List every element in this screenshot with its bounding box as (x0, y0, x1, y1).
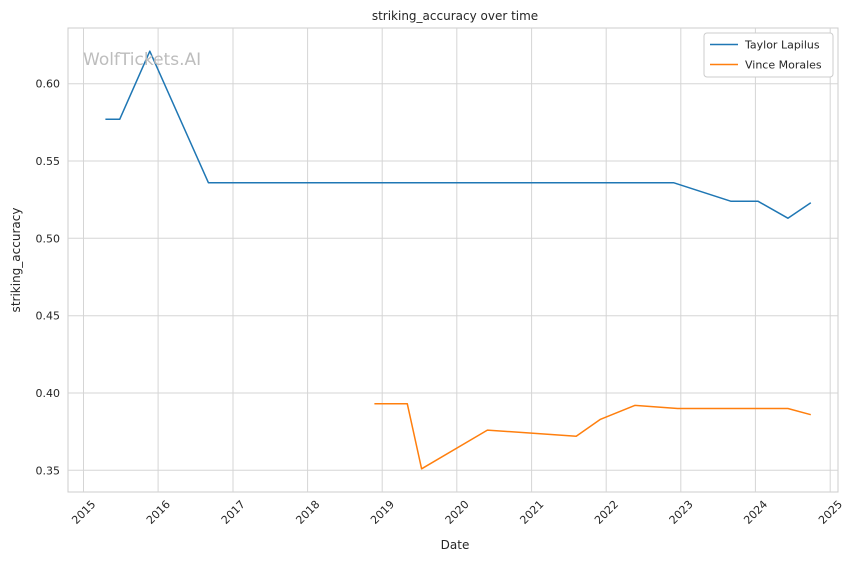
y-tick-label: 0.45 (36, 310, 61, 323)
x-tick-label: 2020 (443, 498, 472, 527)
gridlines (68, 28, 838, 492)
series-lines (105, 50, 812, 470)
x-tick-label: 2023 (667, 498, 696, 527)
x-tick-label: 2025 (816, 498, 845, 527)
watermark-text: WolfTickets.AI (83, 50, 201, 70)
y-tick-label: 0.35 (36, 464, 61, 477)
x-tick-label: 2024 (741, 498, 770, 527)
legend-label-taylor-lapilus: Taylor Lapilus (744, 39, 820, 52)
legend: Taylor Lapilus Vince Morales (703, 32, 834, 78)
x-tick-label: 2019 (368, 498, 397, 527)
plot-area (67, 27, 839, 493)
series-line-vince-morales (374, 403, 811, 470)
x-axis-title: Date (441, 538, 470, 552)
x-tick-label: 2016 (144, 498, 173, 527)
y-tick-label: 0.40 (36, 387, 61, 400)
x-tick-label: 2021 (517, 498, 546, 527)
y-axis-title: striking_accuracy (9, 208, 23, 313)
legend-label-vince-morales: Vince Morales (745, 59, 822, 72)
chart-title: striking_accuracy over time (372, 9, 538, 23)
y-tick-label: 0.50 (36, 232, 61, 245)
y-axis-ticks: 0.35 0.40 0.45 0.50 0.55 0.60 (36, 78, 61, 478)
y-tick-label: 0.55 (36, 155, 61, 168)
x-axis-ticks: 2015 2016 2017 2018 2019 2020 2021 2022 2023 2024… (69, 498, 845, 527)
x-tick-label: 2018 (293, 498, 322, 527)
x-tick-label: 2017 (219, 498, 248, 527)
x-tick-label: 2015 (69, 498, 98, 527)
series-line-taylor-lapilus (105, 50, 812, 219)
x-tick-label: 2022 (592, 498, 621, 527)
y-tick-label: 0.60 (36, 78, 61, 91)
